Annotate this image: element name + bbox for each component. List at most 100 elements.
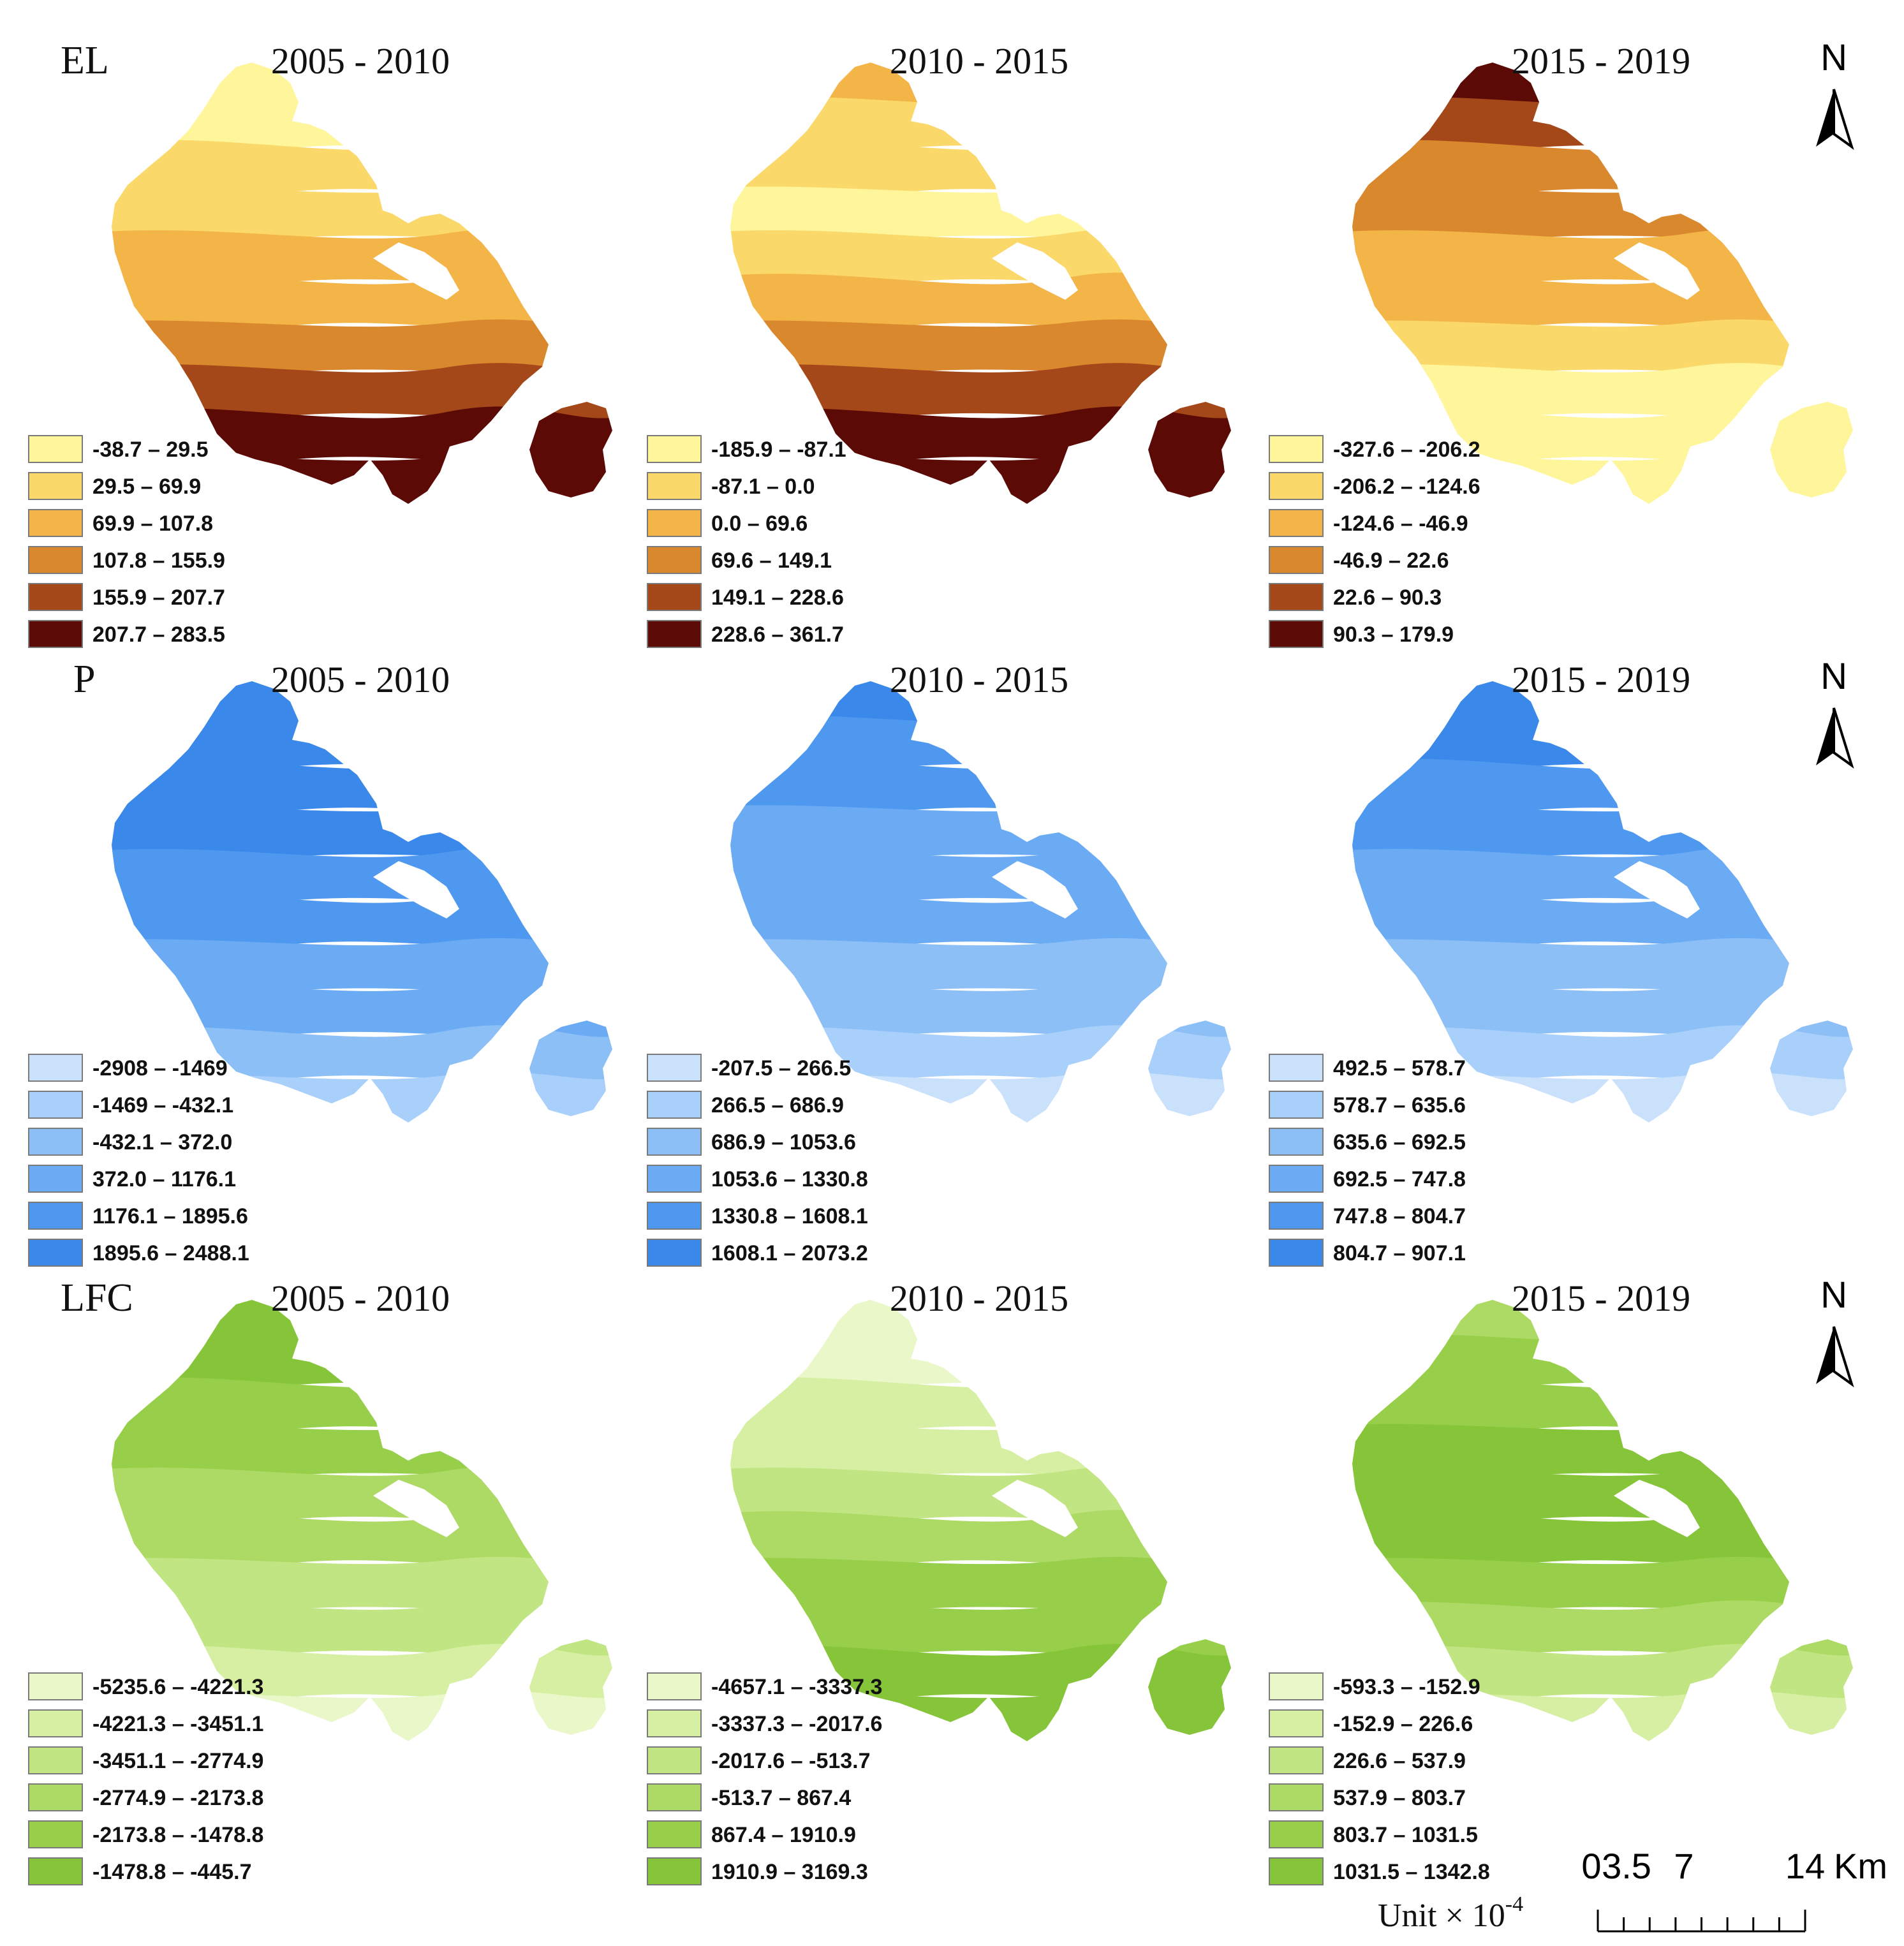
legend-label: 1176.1 – 1895.6	[92, 1204, 248, 1228]
legend-swatch	[28, 583, 83, 611]
legend-label: -2774.9 – -2173.8	[92, 1786, 263, 1810]
legend-label: -3337.3 – -2017.6	[711, 1712, 882, 1736]
legend-label: 1910.9 – 3169.3	[711, 1860, 868, 1884]
legend-label: 266.5 – 686.9	[711, 1093, 844, 1117]
legend-swatch	[1269, 509, 1324, 537]
legend-label: -1478.8 – -445.7	[92, 1860, 252, 1884]
value-zone	[1352, 1556, 1853, 1617]
value-zone	[112, 938, 612, 998]
legend-swatch	[28, 1709, 83, 1737]
map-panel-el-2: 2010 - 2015 -185.9 – -87.1 -87.1 – 0.0 0.0 …	[647, 40, 1231, 648]
legend-label: 207.7 – 283.5	[92, 623, 225, 647]
legend-swatch	[647, 1054, 702, 1082]
legend-label: 0.0 – 69.6	[711, 512, 808, 536]
legend-label: 578.7 – 635.6	[1333, 1093, 1466, 1117]
legend-label: -5235.6 – -4221.3	[92, 1675, 263, 1699]
value-zone	[1352, 319, 1853, 380]
legend-label: 1608.1 – 2073.2	[711, 1241, 868, 1265]
legend-swatch	[28, 1128, 83, 1156]
scale-tick-label: 14	[1785, 1846, 1825, 1886]
variable-label: LFC	[61, 1276, 133, 1320]
north-arrow: N	[1816, 1274, 1854, 1388]
legend-swatch	[28, 435, 83, 463]
legend-label: -87.1 – 0.0	[711, 475, 815, 499]
value-zone	[112, 1556, 612, 1617]
period-title: 2010 - 2015	[890, 40, 1068, 82]
map-panel-p-1: P 2005 - 2010-2908 – -1469-1469 – -432.1-…	[28, 658, 612, 1267]
legend-swatch	[28, 546, 83, 574]
unit-label-base: Unit × 10	[1378, 1898, 1505, 1934]
north-arrow: N	[1816, 37, 1854, 151]
legend-label: 228.6 – 361.7	[711, 623, 844, 647]
legend-swatch	[647, 1165, 702, 1193]
legend-swatch	[1269, 1783, 1324, 1811]
legend-swatch	[647, 1202, 702, 1230]
scale-tick-label: 3.5	[1602, 1846, 1651, 1886]
legend: -327.6 – -206.2 -206.2 – -124.6 -124.6 – -…	[1269, 435, 1480, 648]
period-title: 2010 - 2015	[890, 659, 1068, 700]
legend-swatch	[28, 1746, 83, 1774]
legend-label: 537.9 – 803.7	[1333, 1786, 1466, 1810]
legend: 492.5 – 578.7 578.7 – 635.6 635.6 – 692.5 6…	[1269, 1054, 1466, 1267]
legend-label: -593.3 – -152.9	[1333, 1675, 1480, 1699]
legend-label: 747.8 – 804.7	[1333, 1204, 1466, 1228]
map-panel-p-2: 2010 - 2015 -207.5 – 266.5 266.5 – 686.9 68…	[647, 659, 1231, 1267]
legend-label: -2173.8 – -1478.8	[92, 1823, 263, 1847]
legend-label: 69.9 – 107.8	[92, 512, 213, 536]
legend-swatch	[28, 472, 83, 500]
legend-swatch	[1269, 472, 1324, 500]
legend-swatch	[647, 1857, 702, 1885]
legend-label: 22.6 – 90.3	[1333, 586, 1442, 610]
period-title: 2015 - 2019	[1512, 1278, 1690, 1319]
legend-label: -46.9 – 22.6	[1333, 549, 1449, 573]
legend-label: 155.9 – 207.7	[92, 586, 225, 610]
legend-label: 686.9 – 1053.6	[711, 1130, 856, 1154]
legend-swatch	[647, 435, 702, 463]
legend-swatch	[28, 1672, 83, 1700]
north-arrow: N	[1816, 656, 1854, 769]
value-zone	[730, 319, 1231, 380]
period-title: 2005 - 2010	[271, 1278, 450, 1319]
legend: -2908 – -1469 -1469 – -432.1 -432.1 – 372.…	[28, 1054, 249, 1267]
period-title: 2005 - 2010	[271, 659, 450, 700]
legend-swatch	[1269, 1709, 1324, 1737]
legend-label: -432.1 – 372.0	[92, 1130, 232, 1154]
legend-label: 867.4 – 1910.9	[711, 1823, 856, 1847]
legend-swatch	[1269, 1746, 1324, 1774]
map-panels: EL 2005 - 2010 -38.7 – 29.5 29.5 – 69.9 69.9…	[28, 39, 1853, 1885]
map-panel-el-3: 2015 - 2019 -327.6 – -206.2 -206.2 – -124.…	[1269, 40, 1853, 648]
legend-label: -185.9 – -87.1	[711, 438, 846, 462]
legend-swatch	[647, 472, 702, 500]
legend-label: -2908 – -1469	[92, 1056, 228, 1080]
legend-swatch	[28, 1202, 83, 1230]
legend-label: 29.5 – 69.9	[92, 475, 201, 499]
legend-label: -513.7 – 867.4	[711, 1786, 851, 1810]
legend-swatch	[28, 1783, 83, 1811]
scale-unit: Km	[1834, 1846, 1887, 1886]
legend-swatch	[28, 509, 83, 537]
legend-label: -152.9 – 226.6	[1333, 1712, 1473, 1736]
north-label: N	[1820, 656, 1847, 697]
legend-label: -3451.1 – -2774.9	[92, 1749, 263, 1773]
legend-label: 90.3 – 179.9	[1333, 623, 1454, 647]
legend-swatch	[647, 583, 702, 611]
map-panel-p-3: 2015 - 2019 492.5 – 578.7 578.7 – 635.6 635…	[1269, 659, 1853, 1267]
legend-label: 1895.6 – 2488.1	[92, 1241, 249, 1265]
variable-label: EL	[61, 39, 109, 82]
legend-swatch	[28, 620, 83, 648]
map-decorations: N N N 0 3.5 7 14 Km Unit × 10-4	[1378, 37, 1887, 1934]
value-zone	[730, 1556, 1231, 1617]
map-panel-lfc-3: 2015 - 2019 -593.3 – -152.9 -152.9 – 226.6…	[1269, 1278, 1853, 1885]
legend-swatch	[1269, 583, 1324, 611]
unit-label-exponent: -4	[1505, 1892, 1523, 1916]
legend-label: -124.6 – -46.9	[1333, 512, 1468, 536]
legend-label: 803.7 – 1031.5	[1333, 1823, 1478, 1847]
legend-label: 1330.8 – 1608.1	[711, 1204, 868, 1228]
legend-swatch	[1269, 546, 1324, 574]
legend-label: -327.6 – -206.2	[1333, 438, 1480, 462]
legend-swatch	[28, 1165, 83, 1193]
unit-label: Unit × 10-4	[1378, 1892, 1523, 1934]
legend-label: -206.2 – -124.6	[1333, 475, 1480, 499]
legend: -185.9 – -87.1 -87.1 – 0.0 0.0 – 69.6 69.6 …	[647, 435, 846, 648]
legend: -4657.1 – -3337.3 -3337.3 – -2017.6 -2017.…	[647, 1672, 882, 1885]
